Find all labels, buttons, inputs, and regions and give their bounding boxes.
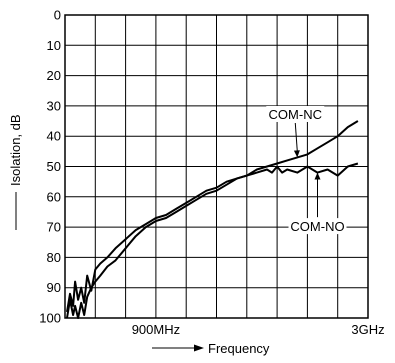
series-line-com-no <box>66 162 359 319</box>
x-axis-label: Frequency <box>208 341 270 356</box>
annotations: COM-NC COM-NO <box>266 105 347 235</box>
series-line-com-nc <box>66 120 359 313</box>
x-tick-label: 900MHz <box>132 322 180 337</box>
annotation-label-bg <box>288 218 347 235</box>
y-tick-label: 10 <box>47 38 61 53</box>
annotation-label-com-no: COM-NO <box>290 219 344 234</box>
y-axis-label: Isolation, dB <box>8 114 23 186</box>
y-tick-label: 80 <box>47 250 61 265</box>
y-tick-label: 40 <box>47 129 61 144</box>
x-tick-labels: 900MHz 3GHz <box>132 322 385 337</box>
x-axis-arrowhead <box>194 344 204 352</box>
y-tick-label: 70 <box>47 220 61 235</box>
annotation-arrow <box>294 122 298 152</box>
annotation-arrowhead <box>314 172 321 180</box>
y-tick-label: 30 <box>47 98 61 113</box>
annotation-arrowhead <box>293 150 300 158</box>
y-tick-label: 90 <box>47 280 61 295</box>
y-tick-label: 50 <box>47 159 61 174</box>
plot-frame <box>64 14 369 319</box>
y-tick-label: 0 <box>54 8 61 23</box>
x-tick-label: 3GHz <box>351 322 384 337</box>
grid <box>65 15 368 318</box>
y-tick-label: 100 <box>39 311 61 326</box>
annotation-label-com-nc: COM-NC <box>269 107 322 122</box>
annotation-label-bg <box>266 105 325 122</box>
x-axis-title: Frequency <box>152 341 270 356</box>
y-tick-label: 20 <box>47 68 61 83</box>
y-axis-title: Isolation, dB <box>8 114 23 230</box>
y-tick-labels: 0 10 20 30 40 50 60 70 80 90 100 <box>39 8 61 326</box>
y-tick-label: 60 <box>47 189 61 204</box>
